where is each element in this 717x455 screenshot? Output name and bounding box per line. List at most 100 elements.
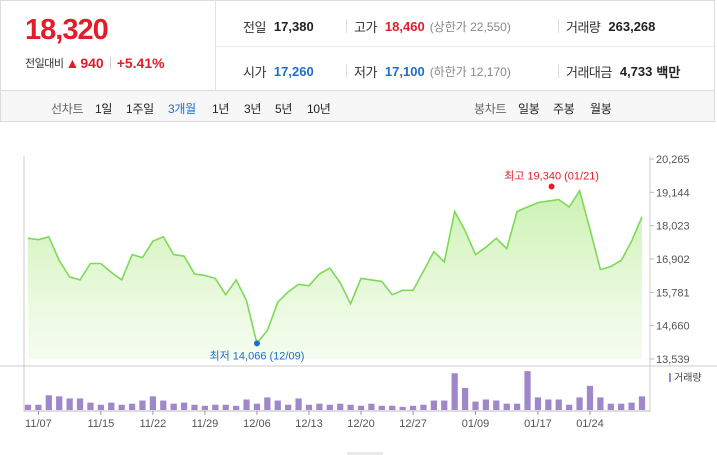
volume-bar [586, 385, 594, 410]
max-marker [548, 183, 555, 190]
volume-bar [97, 404, 104, 410]
volume-bar [368, 403, 375, 410]
x-axis: 11/07 11/15 11/22 11/29 12/06 12/13 12/20 12/27… [24, 410, 650, 430]
high-label: 고가 [354, 20, 377, 35]
volume-bar [35, 404, 42, 410]
candle-monthly[interactable]: 월봉 [590, 102, 612, 116]
volume-bar [56, 396, 63, 410]
y-tick-label: 20,265 [656, 154, 690, 166]
volume-bar [326, 404, 333, 410]
volume-bar [399, 406, 406, 410]
volume-layer: 거래량 [24, 371, 702, 410]
price-area-layer [27, 188, 643, 359]
y-axis: 20,265 19,144 18,023 16,902 15,781 14,660 13,5… [0, 154, 717, 412]
volume-bar [170, 403, 177, 410]
volume-bar [233, 405, 240, 410]
price-stats: 전일 17,380 고가 18,460 (상한가 22,550) 거래량 263… [216, 1, 714, 90]
change-divider [109, 57, 111, 69]
amount-unit: 백만 [656, 65, 681, 80]
low-stat: 저가 17,100 (하한가 12,170) [354, 62, 511, 81]
x-tick-label: 12/27 [399, 418, 427, 430]
high-value: 18,460 [384, 19, 425, 34]
chart-toolbar: 선차트 1일 1주일 3개월 1년 3년 5년 10년 봉차트 일봉 주봉 월봉 [0, 91, 715, 122]
x-tick-label: 01/09 [462, 418, 490, 430]
volume-bar [305, 404, 313, 410]
y-tick-label: 14,660 [656, 321, 690, 333]
volume-bar [243, 399, 250, 410]
low-value: 17,100 [384, 64, 425, 79]
change-line: 전일대비 ▲ 940 +5.41% [25, 55, 215, 71]
amount-value: 4,733 [619, 64, 653, 79]
candle-weekly[interactable]: 주봉 [553, 102, 575, 116]
period-3m[interactable]: 3개월 [168, 102, 196, 116]
volume-bar [295, 398, 302, 410]
prev-close-stat: 전일 17,380 [243, 17, 314, 36]
change-label: 전일대비 [25, 58, 64, 70]
volume-bar [472, 401, 479, 410]
volume-bar [576, 397, 583, 410]
max-annotation: 최고 19,340 (01/21) [504, 170, 599, 183]
volume-bar [274, 400, 281, 410]
price-summary-panel: 18,320 전일대비 ▲ 940 +5.41% 전일 17,380 고가 18… [0, 0, 715, 91]
volume-bar [149, 396, 157, 410]
volume-bar [191, 404, 198, 410]
period-1d[interactable]: 1일 [95, 102, 113, 116]
volume-bar [128, 403, 136, 410]
volume-value: 263,268 [608, 19, 656, 34]
open-label: 시가 [243, 65, 266, 80]
stat-divider [346, 64, 347, 78]
volume-bar [347, 404, 354, 410]
volume-bar [389, 405, 396, 410]
y-tick-label: 19,144 [656, 187, 690, 199]
y-tick-label: 18,023 [656, 221, 690, 233]
x-tick-label: 11/07 [25, 418, 52, 430]
high-stat: 고가 18,460 (상한가 22,550) [354, 17, 511, 36]
prev-close-label: 전일 [243, 20, 266, 35]
change-value: 940 [80, 55, 104, 71]
x-tick-label: 12/06 [243, 418, 271, 430]
stat-divider [558, 64, 559, 78]
change-percent: +5.41% [116, 55, 165, 71]
open-value: 17,260 [273, 64, 314, 79]
period-10y[interactable]: 10년 [307, 102, 331, 116]
volume-bar [24, 404, 32, 410]
stats-row-divider [216, 46, 714, 47]
volume-bar [513, 403, 521, 410]
price-chart: 20,265 19,144 18,023 16,902 15,781 14,660 13,5… [0, 154, 717, 430]
x-tick-label: 12/20 [347, 418, 375, 430]
volume-legend-label: 거래량 [674, 372, 702, 384]
volume-bar [222, 404, 229, 410]
price-area [28, 190, 642, 359]
volume-bar [357, 405, 365, 410]
current-price: 18,320 [25, 14, 109, 46]
x-tick-label: 11/29 [192, 418, 219, 430]
candle-chart-label[interactable]: 봉차트 [474, 102, 507, 116]
volume-bar [316, 403, 323, 410]
volume-label: 거래량 [566, 20, 601, 35]
min-marker [253, 340, 260, 347]
candle-daily[interactable]: 일봉 [518, 102, 540, 116]
volume-bar [201, 405, 209, 410]
period-5y[interactable]: 5년 [275, 102, 293, 116]
volume-bar [409, 405, 417, 410]
volume-bar [441, 400, 448, 410]
line-chart-label[interactable]: 선차트 [51, 102, 84, 116]
volume-bar [503, 403, 510, 410]
up-arrow-icon: ▲ [65, 55, 80, 71]
volume-bar [555, 399, 562, 410]
volume-bar [212, 404, 219, 410]
extreme-markers: 최고 19,340 (01/21) 최저 14,066 (12/09) [210, 170, 599, 363]
volume-bar [482, 399, 490, 410]
lower-limit: (하한가 12,170) [429, 65, 511, 79]
volume-bar [420, 404, 427, 410]
period-3y[interactable]: 3년 [244, 102, 262, 116]
period-1y[interactable]: 1년 [212, 102, 230, 116]
period-1w[interactable]: 1주일 [126, 102, 154, 116]
volume-legend-swatch [669, 373, 671, 382]
volume-bar [87, 402, 94, 410]
volume-bar [66, 398, 73, 410]
y-tick-label: 16,902 [656, 254, 690, 266]
volume-bar [493, 400, 500, 410]
volume-bar [524, 371, 531, 410]
volume-bar [285, 404, 292, 410]
